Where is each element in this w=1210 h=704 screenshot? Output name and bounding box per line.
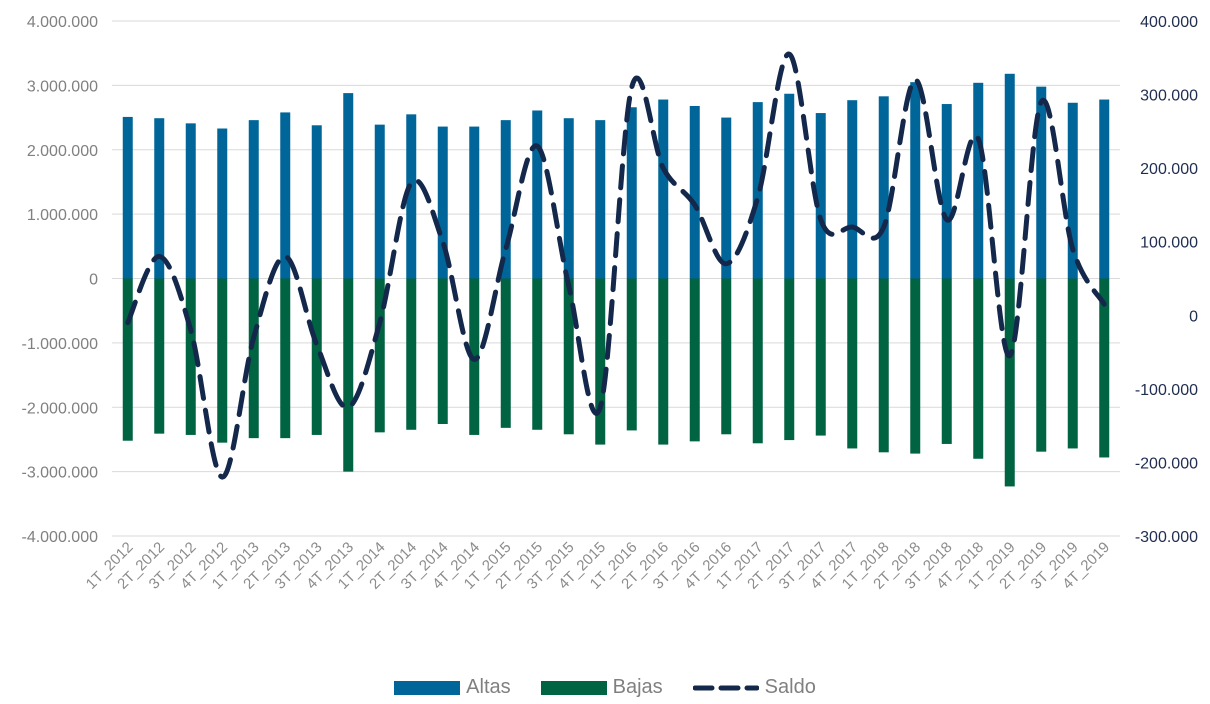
bar-altas [1067, 102, 1078, 279]
bar-altas [185, 123, 196, 279]
bar-bajas [595, 278, 606, 445]
left-axis-tick-label: 2.000.000 [27, 143, 98, 160]
right-axis-tick-label: 200.000 [1140, 161, 1198, 178]
right-axis-tick-label: -200.000 [1135, 455, 1198, 472]
bar-bajas [658, 278, 669, 445]
bar-bajas [815, 278, 826, 436]
right-axis-tick-label: -300.000 [1135, 529, 1198, 546]
bar-altas [1099, 99, 1110, 279]
legend: Altas Bajas Saldo [0, 676, 1210, 699]
bar-bajas [910, 278, 921, 454]
bar-altas [689, 105, 700, 279]
bar-altas [406, 114, 417, 279]
legend-item-saldo: Saldo [692, 676, 816, 699]
bar-altas [878, 96, 889, 279]
right-axis-tick-label: -100.000 [1135, 382, 1198, 399]
bar-bajas [563, 278, 574, 435]
bar-bajas [721, 278, 732, 435]
bar-altas [280, 112, 291, 279]
bar-bajas [374, 278, 385, 433]
right-axis-ticks: 400.000 300.000 200.000 100.000 0 -100.000 -20… [1135, 14, 1198, 546]
left-axis-ticks: 4.000.000 3.000.000 2.000.000 1.000.000 0 -1.… [21, 14, 98, 546]
bar-altas [532, 110, 543, 279]
bar-altas [658, 99, 669, 279]
bar-bajas [1036, 278, 1047, 452]
bar-altas [847, 100, 858, 279]
right-axis-tick-label: 400.000 [1140, 14, 1198, 31]
bar-altas [784, 93, 795, 279]
bar-bajas [941, 278, 952, 444]
left-axis-tick-label: 0 [89, 272, 98, 289]
bar-altas [217, 128, 228, 279]
altas-series [122, 73, 1110, 279]
bar-altas [437, 126, 448, 279]
right-axis-tick-label: 0 [1189, 308, 1198, 325]
left-axis-tick-label: -3.000.000 [21, 465, 98, 482]
left-axis-tick-label: -4.000.000 [21, 529, 98, 546]
bar-altas [1004, 73, 1015, 279]
bar-altas [343, 93, 354, 279]
saldo-series [125, 51, 1107, 480]
bar-bajas [1067, 278, 1078, 449]
bar-bajas [752, 278, 763, 444]
bar-altas [626, 107, 637, 279]
legend-item-bajas: Bajas [540, 676, 663, 699]
left-axis-tick-label: -1.000.000 [21, 336, 98, 353]
bar-bajas [406, 278, 417, 430]
legend-label-bajas: Bajas [612, 676, 663, 698]
bar-altas [154, 118, 165, 279]
line-saldo [125, 51, 1107, 480]
bar-bajas [311, 278, 322, 435]
bar-altas [1036, 86, 1047, 279]
bar-bajas [154, 278, 165, 434]
bar-altas [941, 104, 952, 279]
left-axis-tick-label: -2.000.000 [21, 400, 98, 417]
bar-bajas [626, 278, 637, 431]
right-axis-tick-label: 100.000 [1140, 235, 1198, 252]
bar-bajas [532, 278, 543, 430]
bar-bajas [343, 278, 354, 472]
x-axis-ticks: 1T_20122T_20123T_20124T_20121T_20132T_20… [83, 539, 1113, 593]
bar-bajas [1099, 278, 1110, 458]
bajas-series [122, 278, 1110, 487]
bar-bajas [1004, 278, 1015, 487]
bar-altas [122, 116, 133, 279]
bar-bajas [248, 278, 259, 439]
bar-bajas [217, 278, 228, 443]
bar-altas [752, 102, 763, 279]
bar-altas [973, 82, 984, 279]
bar-bajas [500, 278, 511, 428]
bar-altas [595, 120, 606, 279]
left-axis-tick-label: 1.000.000 [27, 207, 98, 224]
legend-item-altas: Altas [394, 676, 511, 699]
bar-bajas [689, 278, 700, 442]
bar-altas [815, 113, 826, 279]
right-axis-tick-label: 300.000 [1140, 88, 1198, 105]
legend-swatch-altas [394, 680, 461, 695]
legend-label-altas: Altas [466, 676, 511, 698]
bar-bajas [280, 278, 291, 439]
bar-bajas [847, 278, 858, 449]
bar-bajas [878, 278, 889, 453]
bar-bajas [469, 278, 480, 435]
left-axis-tick-label: 3.000.000 [27, 78, 98, 95]
bar-altas [374, 124, 385, 279]
bar-bajas [185, 278, 196, 435]
bar-altas [563, 118, 574, 279]
bar-bajas [122, 278, 133, 441]
bar-altas [500, 120, 511, 279]
bar-bajas [784, 278, 795, 441]
bar-altas [248, 120, 259, 279]
left-axis-tick-label: 4.000.000 [27, 14, 98, 31]
legend-swatch-bajas [540, 680, 607, 695]
legend-swatch-saldo [692, 685, 759, 690]
bar-altas [721, 117, 732, 279]
bar-bajas [437, 278, 448, 424]
bar-altas [469, 126, 480, 279]
bar-bajas [973, 278, 984, 459]
bar-altas [311, 125, 322, 279]
legend-label-saldo: Saldo [764, 676, 816, 698]
bar-altas [910, 82, 921, 279]
